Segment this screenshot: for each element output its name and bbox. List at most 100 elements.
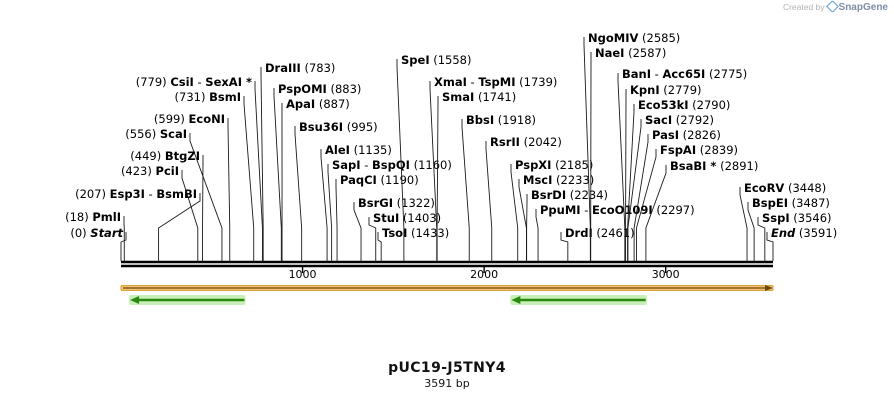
site-name: BsaBI * (670, 159, 716, 173)
site-name: SpeI (401, 53, 430, 67)
site-connector (766, 232, 774, 261)
site-connector (368, 217, 377, 261)
site-name: PmlI (92, 210, 121, 224)
site-name: RsrII (490, 135, 520, 149)
site-position: (883) (327, 82, 362, 96)
site-position: (1190) (377, 173, 419, 187)
site-connector (510, 164, 519, 261)
site-name: DrdI (565, 226, 593, 240)
site-position: (731) (175, 90, 206, 104)
restriction-site-xmai: XmaI - TspMI (1739) (429, 75, 557, 261)
site-name: PaqCI (340, 173, 377, 187)
site-position: (2775) (705, 67, 747, 81)
site-position: (2779) (660, 83, 702, 97)
site-position: (599) (154, 112, 185, 126)
restriction-site-ecorv: EcoRV (3448) (739, 181, 826, 261)
site-name-2: SexAI * (205, 75, 252, 89)
site-connector (436, 96, 439, 261)
site-position: (2185) (551, 158, 593, 172)
site-label-group: SapI - BspQI (1160) (332, 158, 452, 172)
site-sep: - (651, 67, 662, 81)
site-position: (2585) (638, 31, 680, 45)
site-connector (260, 67, 264, 261)
site-position: (1918) (494, 113, 536, 127)
restriction-site-end: End (3591) (766, 226, 837, 261)
site-connector (120, 232, 127, 261)
site-name: PspXI (515, 158, 551, 172)
site-name: BspEI (752, 196, 788, 210)
site-label-group: XmaI - TspMI (1739) (434, 75, 557, 89)
site-name: SacI (645, 113, 672, 127)
site-label-group: (731) BsmI (175, 90, 241, 104)
site-position: (2297) (653, 203, 695, 217)
restriction-site-kpni: KpnI (2779) (625, 83, 702, 261)
site-label-group: DraIII (783) (265, 61, 335, 75)
axis-tick-label: 3000 (652, 268, 680, 281)
site-connector (273, 88, 282, 261)
site-label-group: PspOMI (883) (278, 82, 361, 96)
site-position: (887) (315, 97, 350, 111)
site-connector (535, 209, 539, 261)
site-label-group: BsrGI (1322) (358, 196, 435, 210)
restriction-site-apai: ApaI (887) (281, 97, 350, 261)
restriction-site-bani: BanI - Acc65I (2775) (617, 67, 747, 261)
site-sep: - (194, 75, 205, 89)
site-connector (757, 217, 766, 261)
site-name: Bsu36I (299, 120, 343, 134)
site-label-group: (449) BtgZI (130, 149, 200, 163)
site-name: NaeI (595, 46, 624, 60)
restriction-site-pspxi: PspXI (2185) (510, 158, 593, 261)
site-name: KpnI (630, 83, 660, 97)
site-name: TsoI (382, 226, 407, 240)
restriction-site-sspi: SspI (3546) (757, 211, 832, 261)
site-name: ScaI (160, 127, 187, 141)
restriction-site-btgzi: (449) BtgZI (130, 149, 204, 261)
site-position: (3591) (795, 226, 837, 240)
site-name: PspOMI (278, 82, 327, 96)
site-name: MscI (523, 173, 552, 187)
site-name: SspI (762, 211, 790, 225)
site-sep: - (145, 187, 156, 201)
restriction-site-stui: StuI (1403) (368, 211, 441, 261)
site-position: (556) (125, 127, 156, 141)
site-label-group: BbsI (1918) (466, 113, 536, 127)
site-label-group: Eco53kI (2790) (638, 98, 730, 112)
restriction-site-drdi: DrdI (2461) (560, 226, 635, 261)
site-label-group: RsrII (2042) (490, 135, 562, 149)
restriction-site-fspai: FspAI (2839) (636, 143, 738, 261)
site-connector (227, 118, 231, 261)
restriction-site-bbsi: BbsI (1918) (461, 113, 536, 261)
site-position: (1403) (399, 211, 441, 225)
site-connector (617, 73, 626, 261)
site-position: (2790) (689, 98, 731, 112)
restriction-site-bspei: BspEI (3487) (747, 196, 830, 261)
site-name-2: Acc65I (662, 67, 705, 81)
site-position: (779) (136, 75, 167, 89)
restriction-site-alei: AleI (1135) (320, 143, 392, 261)
site-label-group: DrdI (2461) (565, 226, 635, 240)
restriction-site-spei: SpeI (1558) (396, 53, 472, 261)
restriction-site-econi: (599) EcoNI (154, 112, 231, 261)
restriction-site-tsoi: TsoI (1433) (377, 226, 449, 261)
site-name: DraIII (265, 61, 301, 75)
site-position: (783) (301, 61, 336, 75)
site-label-group: ApaI (887) (286, 97, 350, 111)
restriction-site-pasi: PasI (2826) (633, 128, 721, 261)
restriction-site-csii: (779) CsiI - SexAI * (136, 75, 263, 261)
site-name: PasI (652, 128, 679, 142)
site-name-2: BsmBI (156, 187, 197, 201)
site-position: (2233) (552, 173, 594, 187)
site-connector (335, 179, 338, 261)
site-sep: - (467, 75, 478, 89)
site-label-group: StuI (1403) (373, 211, 441, 225)
site-connector (739, 187, 748, 261)
site-label-group: NaeI (2587) (595, 46, 666, 60)
site-position: (2792) (672, 113, 714, 127)
restriction-site-smai: SmaI (1741) (436, 90, 516, 261)
site-name: BtgZI (165, 149, 200, 163)
site-connector (636, 149, 657, 261)
site-name: PciI (156, 164, 179, 178)
site-position: (2826) (679, 128, 721, 142)
site-name: FspAI (660, 143, 696, 157)
plasmid-name: pUC19-J5TNY4 (388, 360, 506, 376)
